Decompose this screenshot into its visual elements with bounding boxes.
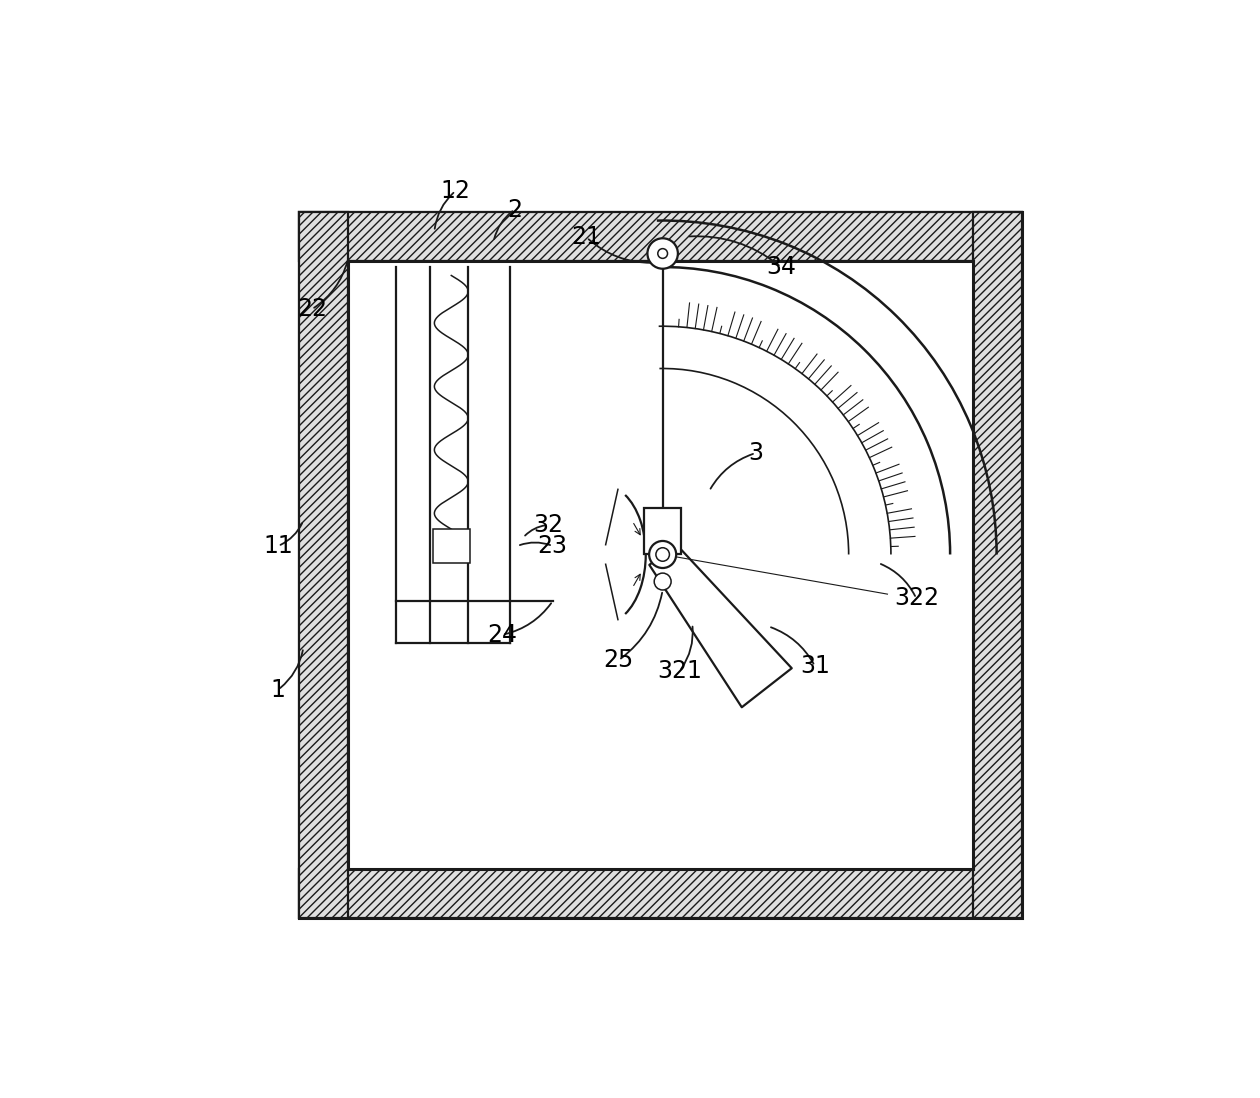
Text: 23: 23 [538, 534, 568, 558]
Text: 21: 21 [572, 225, 601, 249]
Text: 34: 34 [766, 255, 796, 279]
Circle shape [649, 541, 677, 568]
Circle shape [654, 573, 672, 590]
Text: 322: 322 [893, 586, 939, 610]
Text: 32: 32 [533, 513, 563, 537]
Bar [348, 261, 973, 869]
Text: 2: 2 [508, 198, 522, 222]
Text: 3: 3 [748, 441, 764, 466]
Text: 12: 12 [441, 179, 470, 203]
Bar [299, 212, 1022, 918]
Text: 11: 11 [263, 534, 292, 558]
Circle shape [656, 548, 669, 561]
Bar [432, 529, 470, 563]
Bar [299, 869, 1022, 918]
Bar [299, 212, 348, 918]
Bar [644, 508, 682, 554]
Bar [299, 212, 1022, 261]
Text: 25: 25 [604, 648, 634, 672]
Text: 1: 1 [271, 677, 286, 702]
Text: 321: 321 [658, 659, 702, 683]
Text: 31: 31 [800, 654, 830, 679]
Text: 22: 22 [297, 298, 326, 322]
Circle shape [658, 248, 668, 258]
Bar [973, 212, 1022, 918]
Text: 24: 24 [488, 623, 517, 647]
Circle shape [648, 238, 678, 269]
